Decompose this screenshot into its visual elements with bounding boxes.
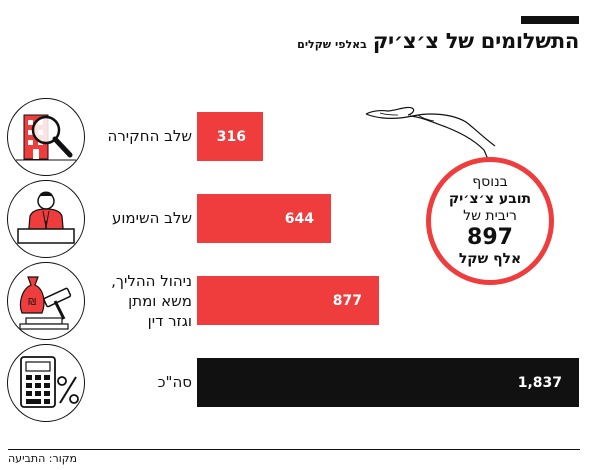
- svg-text:₪: ₪: [28, 297, 36, 308]
- source-note: מקור: התביעה: [8, 452, 77, 465]
- magnifier-building-icon: [16, 114, 76, 161]
- bar-investigation: 316: [197, 112, 263, 161]
- category-label-3-line-1: ניהול ההליך,: [111, 272, 192, 290]
- category-label-3: ניהול ההליך, משא ומתן וגזר דין: [111, 271, 192, 331]
- bar-total: 1,837: [197, 358, 579, 407]
- category-label-3-line-2: משא ומתן: [128, 292, 192, 310]
- bottom-rule: [8, 449, 580, 450]
- bar-value-label-1: 316: [216, 128, 246, 145]
- note-line-1: בנוסף: [472, 174, 508, 190]
- title-row: התשלומים של צ׳צ׳יק באלפי שקלים: [297, 29, 579, 53]
- investigation-icon-circle: [7, 98, 85, 176]
- procedure-icon-circle: ₪: [7, 262, 85, 340]
- bar-value-label-4: 1,837: [517, 374, 562, 391]
- bar-value-label-2: 644: [284, 210, 314, 227]
- bar-procedure: 877: [197, 276, 379, 325]
- chart-subtitle: באלפי שקלים: [297, 38, 367, 51]
- note-unit: אלף שקל: [458, 251, 522, 267]
- category-label-2-line: שלב השימוע: [111, 209, 192, 227]
- category-label-4-line: סה"כ: [157, 373, 192, 391]
- witness-person-icon: [17, 191, 75, 244]
- category-label-3-line-3: וגזר דין: [147, 312, 192, 330]
- open-hand-icon: [365, 106, 496, 165]
- interest-note-circle: בנוסף תובע צ׳צ׳יק ריבית של 897 אלף שקל: [426, 157, 554, 285]
- total-icon-circle: [7, 344, 85, 422]
- money-sack-gavel-icon: ₪: [19, 276, 72, 330]
- calculator-percent-icon: [20, 356, 79, 408]
- bar-value-label-3: 877: [332, 292, 362, 309]
- note-line-2: תובע צ׳צ׳יק: [448, 191, 532, 207]
- top-rule: [521, 16, 579, 24]
- category-label-4: סה"כ: [158, 372, 192, 392]
- category-label-1-line: שלב החקירה: [107, 127, 192, 145]
- category-label-1: שלב החקירה: [108, 126, 192, 146]
- note-line-3: ריבית של: [463, 208, 517, 224]
- category-label-2: שלב השימוע: [112, 208, 192, 228]
- chart-title: התשלומים של צ׳צ׳יק: [372, 29, 579, 53]
- note-amount: 897: [467, 225, 513, 250]
- bar-hearing: 644: [197, 194, 331, 243]
- hearing-icon-circle: [7, 180, 85, 258]
